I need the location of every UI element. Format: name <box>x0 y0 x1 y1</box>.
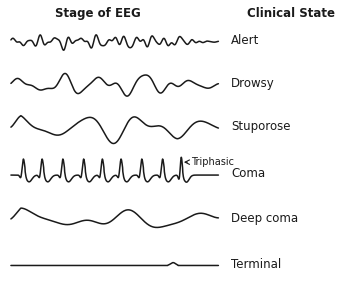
Text: Clinical State: Clinical State <box>247 7 335 20</box>
Text: Alert: Alert <box>231 34 260 47</box>
Text: Terminal: Terminal <box>231 257 281 271</box>
Text: Stage of EEG: Stage of EEG <box>55 7 141 20</box>
Text: Triphasic: Triphasic <box>191 157 234 167</box>
Text: Deep coma: Deep coma <box>231 212 298 225</box>
Text: Coma: Coma <box>231 167 265 180</box>
Text: Stuporose: Stuporose <box>231 120 290 133</box>
Text: Drowsy: Drowsy <box>231 77 275 90</box>
